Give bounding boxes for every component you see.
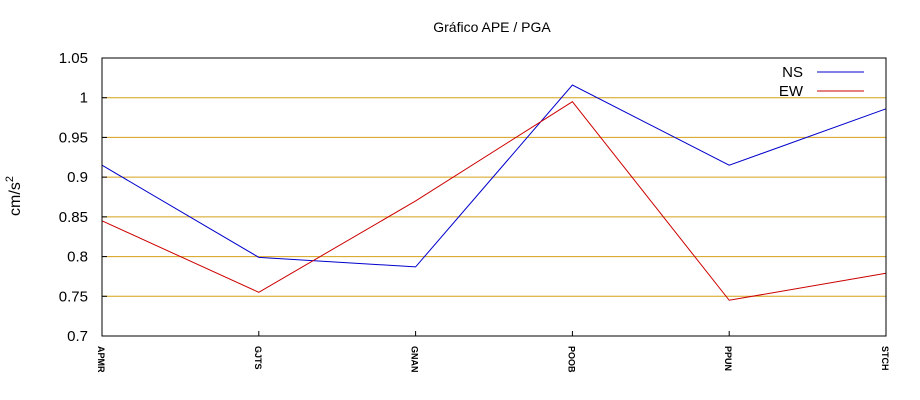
x-tick-label: STCH [880,346,890,371]
x-tick-label: POOB [566,346,576,373]
x-tick-label: APMR [96,346,106,373]
plot-frame [101,57,887,337]
x-tick-label: GJTS [253,346,263,370]
y-tick-label: 1 [80,90,88,107]
y-tick-label: 0.8 [67,249,88,266]
series-lines [101,84,887,301]
y-tick-label: 0.85 [59,209,88,226]
y-axis-ticks: 0.7 0.75 0.8 0.85 0.9 0.95 1 1.05 [59,50,107,345]
y-axis-label: cm/s2 [4,176,24,216]
y-tick-label: 0.95 [59,129,88,146]
x-tick-label: PPUN [723,346,733,371]
legend: NS EW [779,64,864,100]
grid-lines [102,97,886,297]
svg-text:cm/s2: cm/s2 [4,176,24,216]
y-tick-label: 0.75 [59,288,88,305]
legend-label-ns: NS [782,64,803,81]
legend-label-ew: EW [779,83,804,100]
chart-title: Gráfico APE / PGA [433,19,551,35]
x-tick-label: GNAN [410,346,420,373]
x-axis-ticks: APMR GJTS GNAN POOB PPUN STCH [96,331,890,373]
y-axis-label-superscript: 2 [4,176,16,182]
series-line-ns [101,84,887,268]
y-tick-label: 0.9 [67,169,88,186]
y-axis-label-text: cm/s [7,182,24,216]
series-line-ew [101,101,887,301]
y-tick-label: 1.05 [59,50,88,67]
y-tick-label: 0.7 [67,328,88,345]
